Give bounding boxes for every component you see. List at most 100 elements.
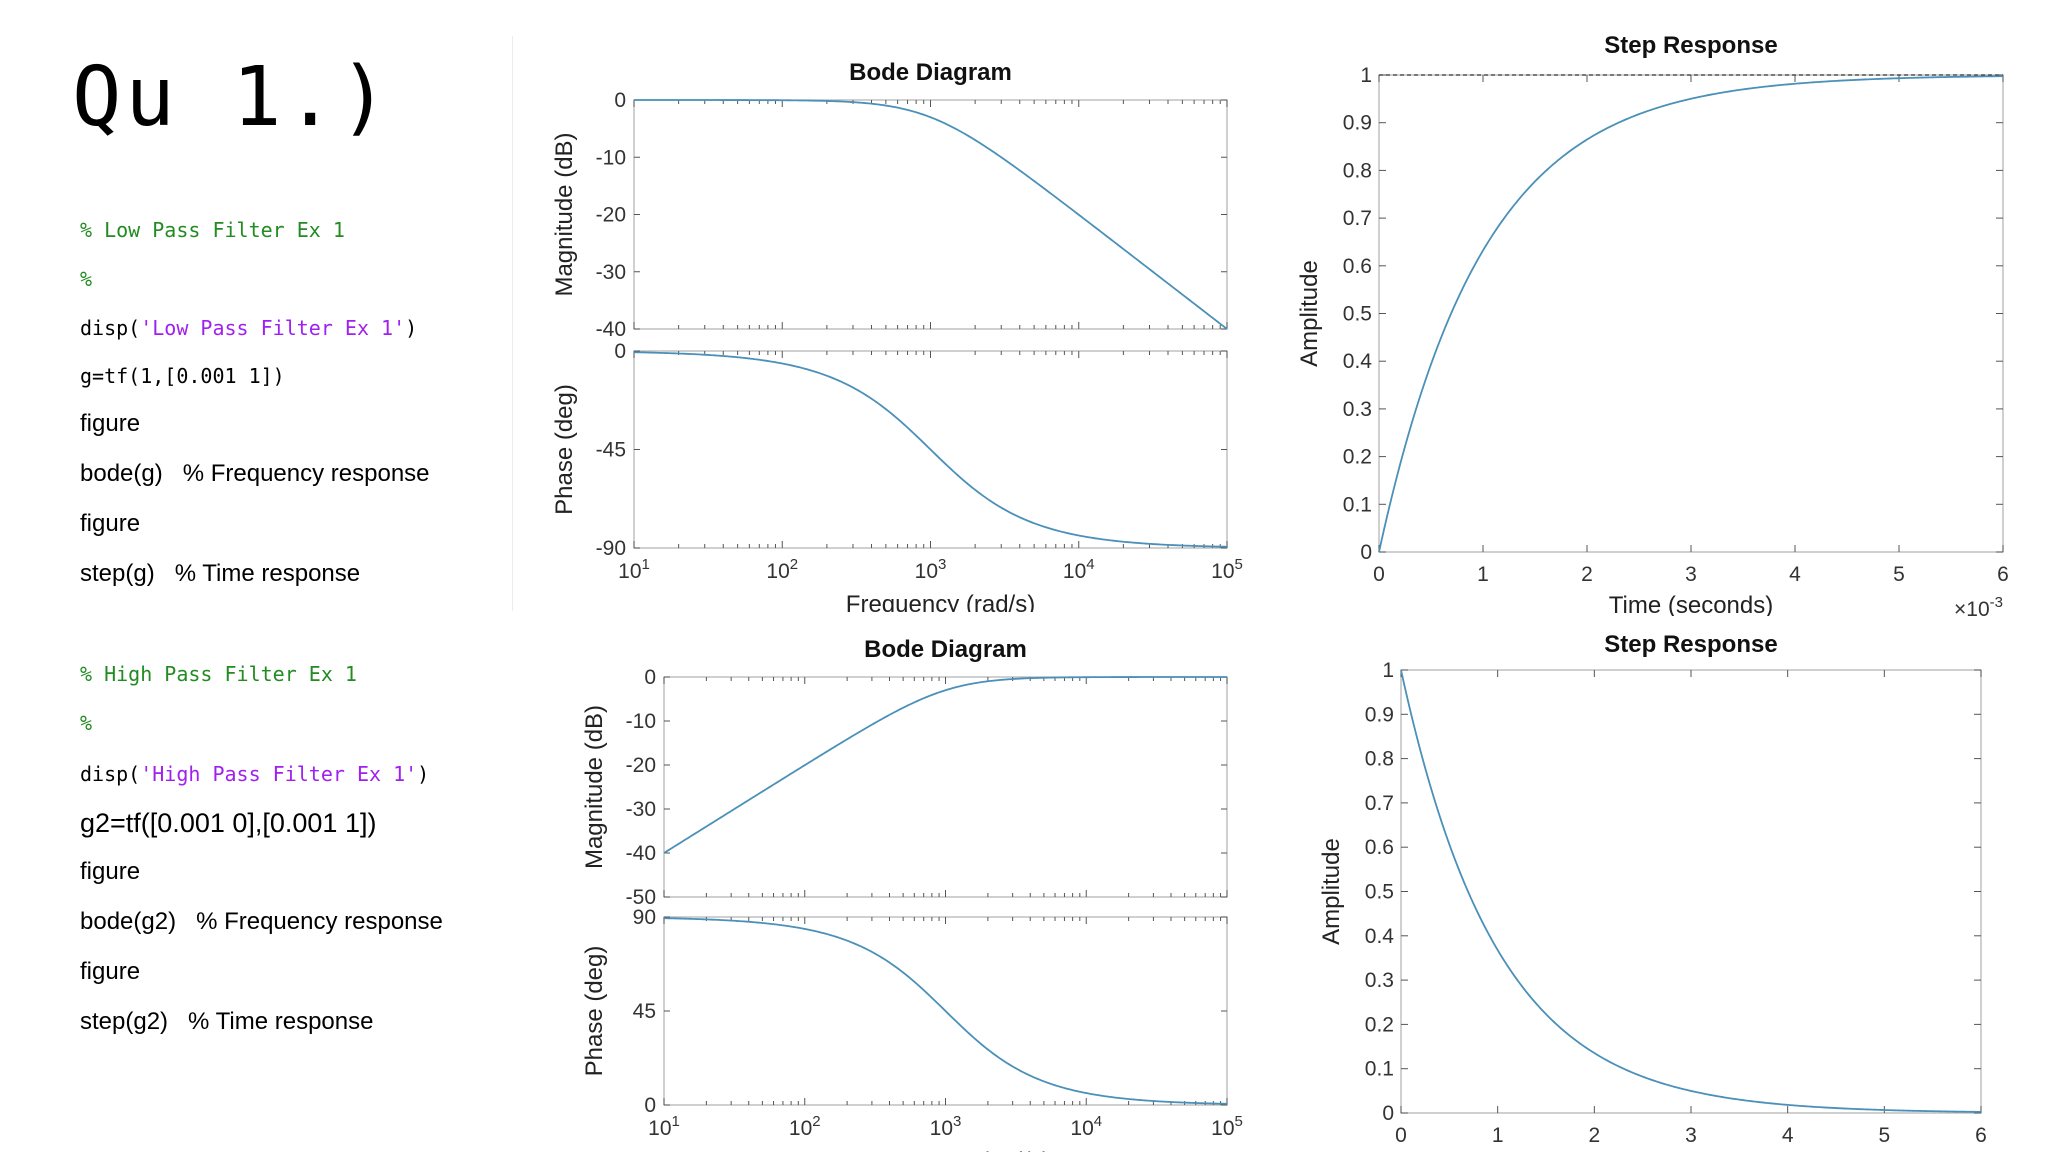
bode-highpass-phase-ylabel: Phase (deg) [581, 946, 608, 1077]
step-lowpass-ytick-label-8: 0.8 [1343, 159, 1372, 182]
step-lowpass-xtick-label-2: 2 [1581, 563, 1593, 586]
code-panel: Qu 1.) % Low Pass Filter Ex 1% disp('Low … [0, 0, 515, 1152]
bode-highpass-magnitude-ytick-label-4: -40 [626, 842, 656, 865]
step-highpass-curve [1400, 669, 1982, 1113]
step-lowpass-ytick-label-6: 0.6 [1343, 255, 1372, 278]
step-lowpass-frame [1378, 74, 2004, 553]
bode-lowpass-phase-ytick-label-1: -45 [596, 439, 626, 462]
bode-lowpass-xlabel: Frequency (rad/s) [846, 591, 1035, 618]
lowpass_code-line-0: % Low Pass Filter Ex 1 [80, 218, 345, 242]
step-lowpass-xtick-label-3: 3 [1685, 563, 1697, 586]
step-highpass-xtick-label-4: 4 [1782, 1124, 1794, 1147]
step-lowpass-ytick-label-2: 0.2 [1343, 446, 1372, 469]
lowpass_code-line-2-token-1: 'Low Pass Filter Ex 1' [140, 316, 406, 340]
lowpass_code-line-7-token-0: step(g) % Time response [80, 560, 361, 587]
step-lowpass-xtick-label-0: 0 [1373, 563, 1385, 586]
highpass_code-line-6: figure [80, 958, 140, 986]
bode-lowpass-magnitude-ytick-label-0: 0 [614, 89, 626, 112]
highpass_code-line-3: g2=tf([0.001 0],[0.001 1]) [80, 808, 376, 839]
highpass_code-line-2: disp('High Pass Filter Ex 1') [80, 762, 429, 786]
step-lowpass-ytick-label-5: 0.5 [1343, 303, 1372, 326]
bode-highpass-magnitude-ytick-label-5: -50 [626, 886, 656, 909]
step-highpass-xtick-label-1: 1 [1492, 1124, 1504, 1147]
highpass_code-line-0-token-0: % High Pass Filter Ex 1 [80, 662, 357, 686]
bode-lowpass-phase-ytick-label-0: 0 [614, 340, 626, 363]
bode-highpass-magnitude-ytick-label-0: 0 [644, 666, 656, 689]
step-highpass-frame [1400, 669, 1982, 1114]
step-lowpass-title: Step Response [1604, 32, 1777, 59]
highpass_code-line-2-token-1: 'High Pass Filter Ex 1' [140, 762, 418, 786]
bode-highpass-phase-curve [663, 917, 1228, 1105]
bode-lowpass-phase-xtick-label-4: 105 [1211, 556, 1243, 583]
highpass_code-line-4-token-0: figure [80, 858, 141, 885]
step-highpass-ytick-label-10: 1 [1382, 659, 1394, 682]
bode-highpass-magnitude-ytick-label-1: -10 [626, 710, 656, 733]
bode-lowpass-phase-ytick-label-2: -90 [596, 537, 626, 560]
lowpass_code-line-3: g=tf(1,[0.001 1]) [80, 364, 285, 388]
highpass_code-line-5: bode(g2) % Frequency response [80, 908, 443, 936]
lowpass_code-line-7: step(g) % Time response [80, 560, 360, 588]
bode-highpass-phase-ytick-label-2: 0 [644, 1094, 656, 1117]
step-highpass-ytick-label-8: 0.8 [1365, 748, 1394, 771]
highpass_code-line-2-token-2: ) [417, 762, 430, 786]
bode-lowpass-phase-xtick-label-2: 103 [915, 556, 947, 583]
highpass_code-line-4: figure [80, 858, 140, 886]
step-highpass-ytick-label-5: 0.5 [1365, 881, 1394, 904]
bode-highpass-magnitude-ytick-label-3: -30 [626, 798, 656, 821]
lowpass_code-line-2-token-2: ) [405, 316, 418, 340]
lowpass_code-line-3-token-0: g=tf(1,[0.001 1]) [80, 364, 285, 388]
bode-highpass-title: Bode Diagram [864, 636, 1027, 663]
highpass_code-line-5-token-0: bode(g2) % Frequency response [80, 908, 443, 935]
step-lowpass-xtick-label-1: 1 [1477, 563, 1489, 586]
bode-highpass-phase-ytick-label-0: 90 [633, 906, 656, 929]
lowpass_code-line-2-token-0: disp( [80, 316, 141, 340]
bode-lowpass-magnitude-ytick-label-4: -40 [596, 318, 626, 341]
page-title: Qu 1.) [72, 50, 393, 145]
highpass_code-line-0: % High Pass Filter Ex 1 [80, 662, 357, 686]
bode-highpass-phase-xtick-label-2: 103 [930, 1113, 962, 1140]
lowpass_code-line-2: disp('Low Pass Filter Ex 1') [80, 316, 417, 340]
bode-lowpass-title: Bode Diagram [849, 59, 1012, 86]
bode-lowpass-magnitude-curve [634, 99, 1228, 330]
step-lowpass-ytick-label-9: 0.9 [1343, 112, 1372, 135]
bode-lowpass-phase-ylabel: Phase (deg) [551, 384, 578, 515]
bode-highpass-phase-ytick-label-1: 45 [633, 1000, 656, 1023]
highpass_code-line-1: % [80, 711, 92, 735]
bode-lowpass-phase-xtick-label-0: 101 [618, 556, 650, 583]
step-highpass-ytick-label-3: 0.3 [1365, 969, 1394, 992]
step-lowpass-ytick-label-10: 1 [1360, 64, 1372, 87]
bode-lowpass-phase-xtick-label-3: 104 [1063, 556, 1095, 583]
step-highpass: Step Response 0 0.1 0.2 0.3 0.4 0.5 0.6 0.7 0.8 0.… [1318, 631, 1987, 1147]
step-highpass-ytick-label-7: 0.7 [1365, 792, 1394, 815]
bode-highpass-phase-xtick-label-1: 102 [789, 1113, 821, 1140]
bode-lowpass-magnitude-ytick-label-1: -10 [596, 146, 626, 169]
step-highpass-xtick-label-6: 6 [1975, 1124, 1987, 1147]
bode-highpass-magnitude-ytick-label-2: -20 [626, 754, 656, 777]
step-highpass-ytick-label-1: 0.1 [1365, 1058, 1394, 1081]
bode-highpass-magnitude-frame [663, 676, 1228, 898]
lowpass_code-line-0-token-0: % Low Pass Filter Ex 1 [80, 218, 345, 242]
step-highpass-ytick-label-6: 0.6 [1365, 836, 1394, 859]
lowpass_code-line-6-token-0: figure [80, 510, 141, 537]
lowpass_code-line-4: figure [80, 410, 140, 438]
lowpass_code-line-5-token-0: bode(g) % Frequency response [80, 460, 430, 487]
bode-lowpass-phase-xtick-label-1: 102 [766, 556, 798, 583]
bode-highpass-xlabel: Frequency (rad/s) [861, 1148, 1050, 1152]
step-highpass-xtick-label-3: 3 [1685, 1124, 1697, 1147]
step-lowpass-ytick-label-4: 0.4 [1343, 350, 1373, 373]
bode-lowpass-magnitude: 0 -10 -20 -30 -40 Magnitude (dB) [551, 89, 1228, 341]
step-highpass-ytick-label-2: 0.2 [1365, 1013, 1394, 1036]
bode-highpass-magnitude-curve [663, 676, 1227, 854]
lowpass_code-line-1: % [80, 267, 92, 291]
highpass_code-line-1-token-0: % [80, 711, 93, 735]
highpass_code-line-6-token-0: figure [80, 958, 141, 985]
bode-lowpass-phase-curve [633, 351, 1228, 548]
step-lowpass-xtick-label-6: 6 [1997, 563, 2009, 586]
bode-highpass-magnitude-ylabel: Magnitude (dB) [581, 705, 608, 869]
bode-highpass-magnitude: 0 -10 -20 -30 -40 -50 Magnitude (dB) [581, 666, 1228, 909]
lowpass_code-line-1-token-0: % [80, 267, 93, 291]
step-highpass-ytick-label-0: 0 [1382, 1102, 1394, 1125]
